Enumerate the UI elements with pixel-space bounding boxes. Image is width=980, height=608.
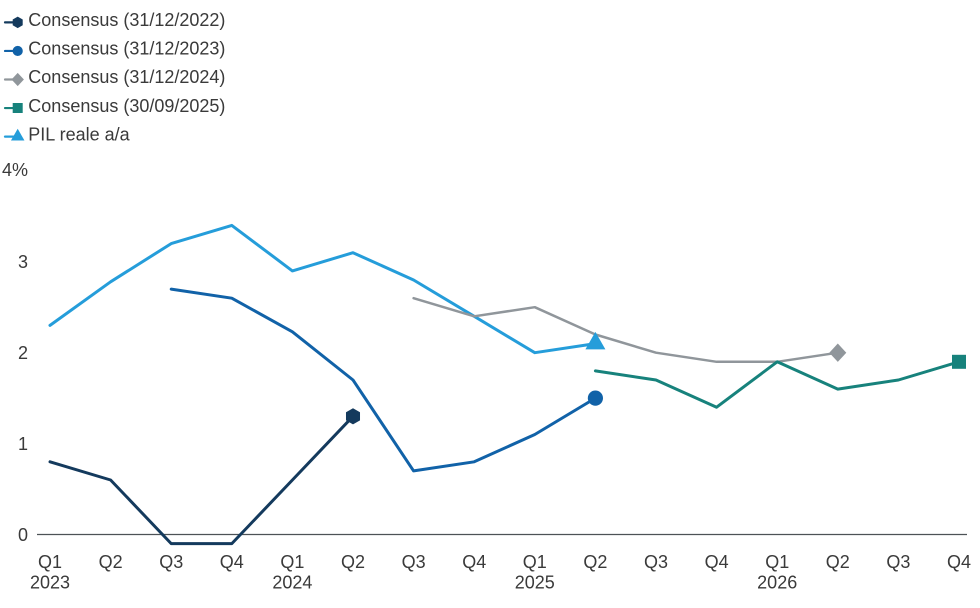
svg-text:4%: 4% (2, 160, 28, 180)
svg-text:2023: 2023 (30, 572, 70, 592)
svg-text:2: 2 (18, 343, 28, 363)
svg-text:2026: 2026 (757, 572, 797, 592)
svg-text:Q2: Q2 (341, 552, 365, 572)
svg-text:PIL reale a/a: PIL reale a/a (28, 124, 130, 144)
svg-text:2025: 2025 (515, 572, 555, 592)
svg-text:Consensus (31/12/2022): Consensus (31/12/2022) (28, 10, 225, 30)
svg-text:Q2: Q2 (826, 552, 850, 572)
svg-text:Q4: Q4 (462, 552, 486, 572)
svg-text:Q2: Q2 (583, 552, 607, 572)
svg-text:Consensus (30/09/2025): Consensus (30/09/2025) (28, 96, 225, 116)
svg-text:Consensus (31/12/2023): Consensus (31/12/2023) (28, 39, 225, 59)
svg-text:Q4: Q4 (705, 552, 729, 572)
svg-text:2024: 2024 (272, 572, 312, 592)
svg-text:Q1: Q1 (38, 552, 62, 572)
svg-text:0: 0 (18, 525, 28, 545)
svg-text:Q3: Q3 (886, 552, 910, 572)
svg-text:Q1: Q1 (280, 552, 304, 572)
svg-text:Q4: Q4 (947, 552, 971, 572)
svg-text:Q3: Q3 (402, 552, 426, 572)
svg-text:Q2: Q2 (99, 552, 123, 572)
svg-text:Q1: Q1 (523, 552, 547, 572)
svg-text:Consensus (31/12/2024): Consensus (31/12/2024) (28, 67, 225, 87)
svg-text:Q4: Q4 (220, 552, 244, 572)
svg-text:Q3: Q3 (644, 552, 668, 572)
svg-text:Q1: Q1 (765, 552, 789, 572)
svg-text:1: 1 (18, 434, 28, 454)
svg-text:3: 3 (18, 252, 28, 272)
svg-text:Q3: Q3 (159, 552, 183, 572)
